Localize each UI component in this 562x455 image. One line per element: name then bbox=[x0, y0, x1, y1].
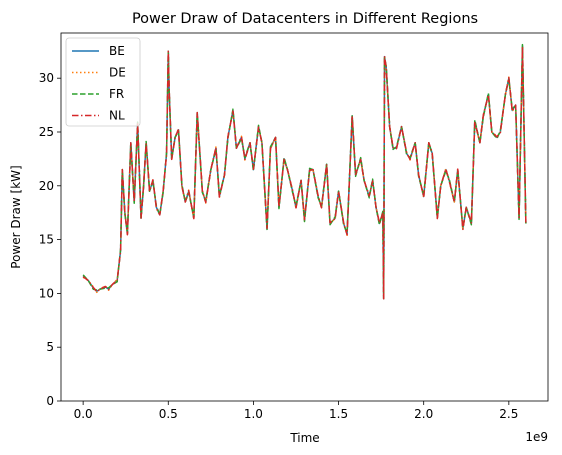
y-tick-label: 5 bbox=[46, 340, 54, 354]
y-ticks: 0 5 10 15 20 25 30 bbox=[39, 71, 61, 408]
x-tick-label: 2.5 bbox=[499, 407, 518, 421]
chart-title: Power Draw of Datacenters in Different R… bbox=[132, 11, 478, 27]
plot-series bbox=[82, 43, 527, 300]
x-axis-label: Time bbox=[289, 431, 319, 445]
y-tick-label: 25 bbox=[39, 125, 54, 139]
series-line-de bbox=[82, 46, 527, 300]
y-axis-label: Power Draw [kW] bbox=[9, 165, 23, 268]
legend-label-nl: NL bbox=[109, 109, 125, 123]
legend-label-be: BE bbox=[109, 44, 125, 58]
x-tick-label: 2.0 bbox=[414, 407, 433, 421]
plot-frame bbox=[60, 32, 549, 402]
series-line-be bbox=[82, 45, 527, 300]
legend: BE DE FR NL bbox=[65, 37, 141, 127]
legend-label-fr: FR bbox=[109, 87, 124, 101]
y-tick-label: 10 bbox=[39, 286, 54, 300]
x-tick-label: 0.5 bbox=[159, 407, 178, 421]
legend-label-de: DE bbox=[109, 66, 126, 80]
x-ticks: 0.0 0.5 1.0 1.5 2.0 2.5 bbox=[74, 401, 518, 421]
y-tick-label: 15 bbox=[39, 233, 54, 247]
legend-box bbox=[65, 37, 141, 127]
series-line-nl bbox=[82, 45, 527, 300]
x-offset-label: 1e9 bbox=[525, 430, 548, 444]
x-tick-label: 1.5 bbox=[329, 407, 348, 421]
x-tick-label: 1.0 bbox=[244, 407, 263, 421]
x-tick-label: 0.0 bbox=[74, 407, 93, 421]
y-tick-label: 0 bbox=[46, 394, 54, 408]
y-tick-label: 30 bbox=[39, 71, 54, 85]
y-tick-label: 20 bbox=[39, 179, 54, 193]
series-line-fr bbox=[82, 43, 527, 300]
